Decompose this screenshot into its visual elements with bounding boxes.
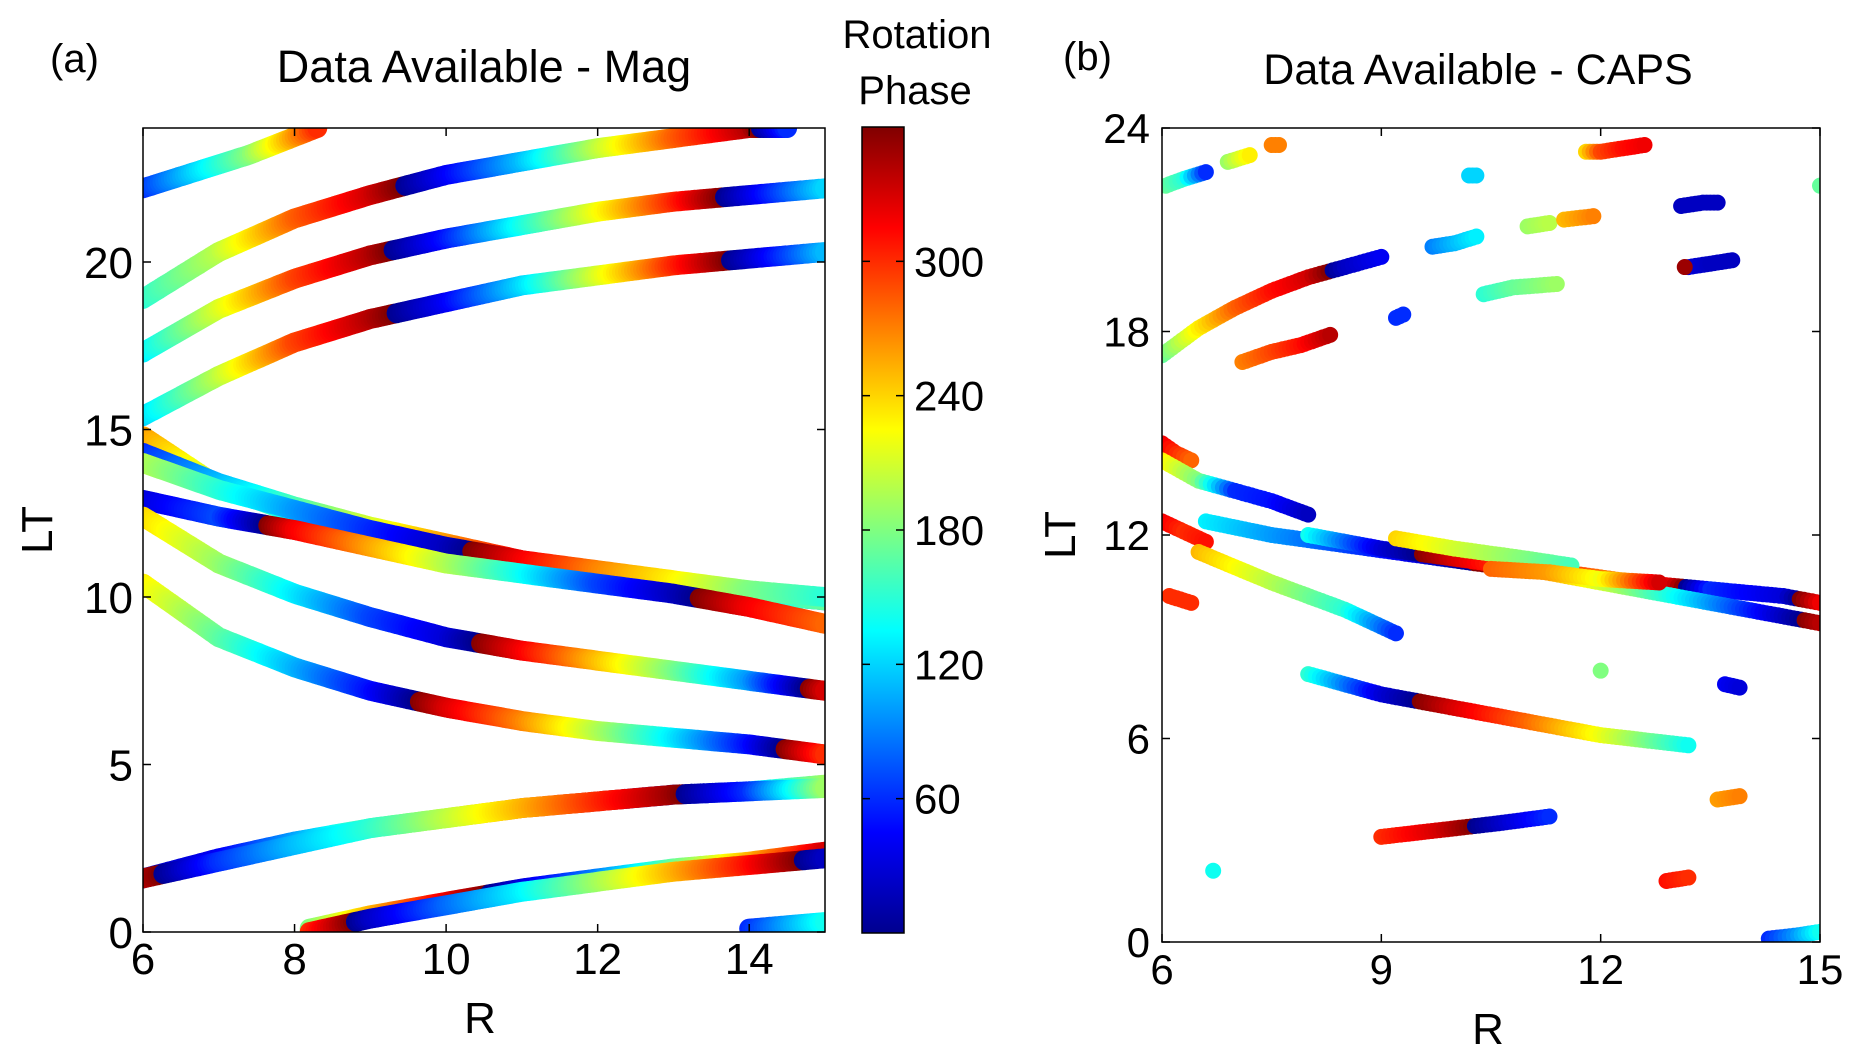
panel-a-ticks: 6 8 10 12 14 0 5 10 15 20 xyxy=(84,128,825,984)
data-point xyxy=(1651,574,1668,591)
panel-a-title: Data Available - Mag xyxy=(277,41,691,92)
data-point xyxy=(1731,679,1748,696)
data-point xyxy=(815,777,825,798)
y-tick-label: 18 xyxy=(1103,309,1150,356)
data-point xyxy=(1541,214,1558,231)
data-point xyxy=(1468,228,1485,245)
data-point xyxy=(777,128,798,138)
y-tick-label: 15 xyxy=(84,406,133,455)
panel-a-label: (a) xyxy=(50,37,99,81)
data-point xyxy=(815,848,825,869)
data-point xyxy=(1541,808,1558,825)
data-point xyxy=(1387,625,1404,642)
panel-a: (a) Data Available - Mag 6 8 10 12 14 0 5 10 15 2… xyxy=(13,37,826,1043)
colorbar-title-line1: Rotation xyxy=(843,13,992,57)
data-point xyxy=(1724,252,1741,269)
data-point xyxy=(1197,164,1214,181)
x-tick-label: 15 xyxy=(1797,946,1844,993)
data-point xyxy=(815,911,825,932)
y-tick-label: 10 xyxy=(84,574,133,623)
data-point xyxy=(1373,248,1390,265)
data-point xyxy=(815,680,825,701)
panel-a-plot-area xyxy=(143,128,825,932)
x-tick-label: 12 xyxy=(1577,946,1624,993)
x-tick-label: 6 xyxy=(131,935,155,984)
panel-a-xlabel: R xyxy=(464,994,496,1043)
data-point xyxy=(1300,506,1317,523)
data-point xyxy=(1468,167,1485,184)
panel-a-axes-box xyxy=(142,127,826,933)
panel-b-plot-area xyxy=(1162,136,1820,942)
data-point xyxy=(1731,788,1748,805)
colorbar-tick-label: 120 xyxy=(914,641,984,688)
data-point xyxy=(1183,594,1200,611)
panel-b-xlabel: R xyxy=(1472,1005,1504,1044)
x-tick-label: 6 xyxy=(1150,946,1173,993)
y-tick-label: 0 xyxy=(109,909,133,958)
colorbar-tick-label: 300 xyxy=(914,238,984,285)
data-point xyxy=(1241,147,1258,164)
data-point xyxy=(1812,177,1820,194)
y-tick-label: 20 xyxy=(84,239,133,288)
data-point xyxy=(1812,923,1820,940)
x-tick-label: 9 xyxy=(1370,946,1393,993)
data-point xyxy=(1322,326,1339,343)
colorbar-title-line2: Phase xyxy=(858,69,971,113)
x-tick-label: 10 xyxy=(422,935,471,984)
colorbar-tick-label: 240 xyxy=(914,373,984,420)
data-point xyxy=(815,241,825,262)
data-point xyxy=(1395,306,1412,323)
y-tick-label: 0 xyxy=(1127,919,1150,966)
y-tick-label: 12 xyxy=(1103,512,1150,559)
y-tick-label: 24 xyxy=(1103,105,1150,152)
panel-a-ylabel: LT xyxy=(13,506,62,554)
colorbar-tick-label: 180 xyxy=(914,507,984,554)
data-point xyxy=(1812,594,1820,611)
data-point xyxy=(1548,276,1565,293)
y-tick-label: 6 xyxy=(1127,716,1150,763)
data-point xyxy=(1680,737,1697,754)
panel-b-title: Data Available - CAPS xyxy=(1263,46,1692,94)
data-point xyxy=(1636,136,1653,153)
y-tick-label: 5 xyxy=(109,741,133,790)
data-point xyxy=(1812,615,1820,632)
panel-b: (b) Data Available - CAPS 6 9 12 1506121824… xyxy=(1036,35,1843,1044)
data-point xyxy=(1592,662,1609,679)
colorbar-ticks: 60 120 180 240 300 xyxy=(862,238,984,823)
data-point xyxy=(1680,869,1697,886)
data-point xyxy=(1205,862,1222,879)
data-point xyxy=(815,744,825,765)
data-point xyxy=(815,613,825,634)
data-point xyxy=(1270,136,1287,153)
x-tick-label: 12 xyxy=(573,935,622,984)
data-point xyxy=(1585,208,1602,225)
colorbar-tick-label: 60 xyxy=(914,776,961,823)
data-point xyxy=(307,128,328,138)
colorbar: Rotation Phase 60 120 180 240 300 xyxy=(843,13,992,934)
data-point xyxy=(1676,259,1693,276)
x-tick-label: 8 xyxy=(282,935,306,984)
data-point xyxy=(1709,194,1726,211)
panel-b-ylabel: LT xyxy=(1036,511,1085,559)
panel-b-label: (b) xyxy=(1063,35,1112,79)
x-tick-label: 14 xyxy=(725,935,774,984)
data-point xyxy=(1183,452,1200,469)
data-point xyxy=(815,178,825,199)
